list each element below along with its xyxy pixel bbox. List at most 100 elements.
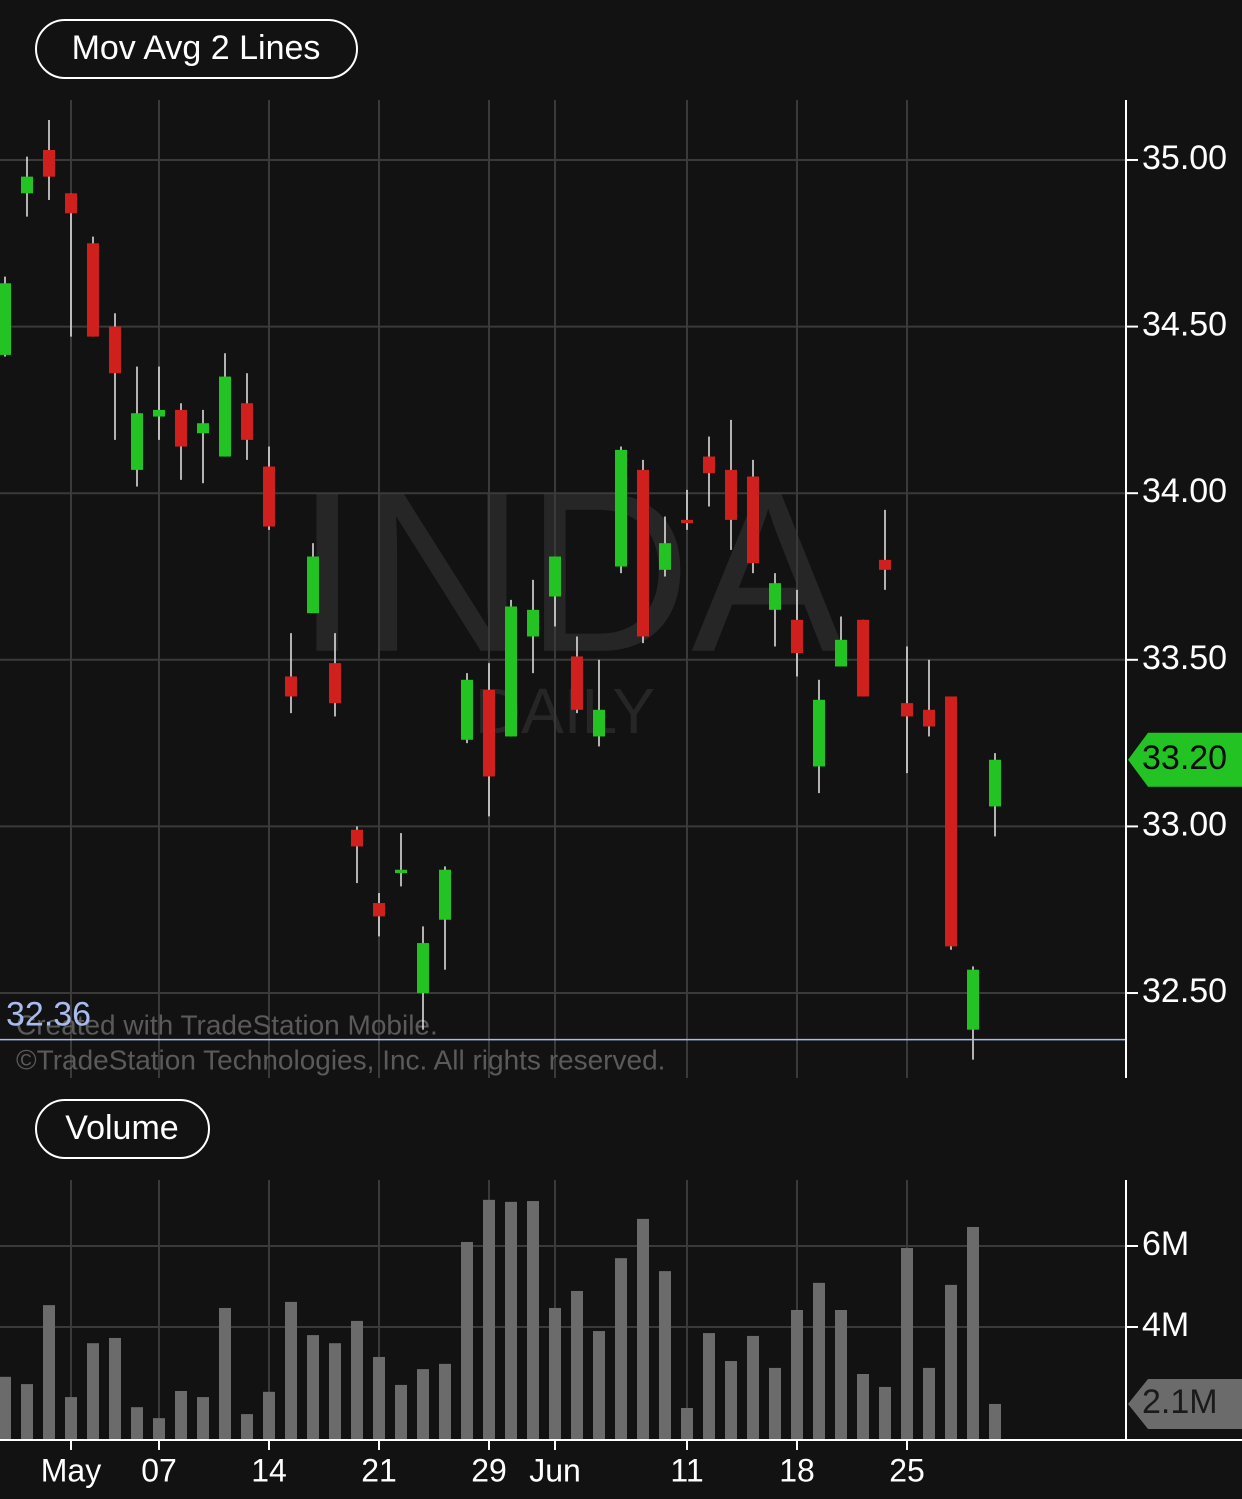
volume-bar — [65, 1397, 77, 1440]
indicator-button[interactable]: Mov Avg 2 Lines — [35, 19, 358, 79]
volume-bar — [527, 1201, 539, 1440]
button-frame[interactable] — [35, 1099, 210, 1159]
candle-body — [21, 176, 33, 194]
candle-body — [549, 556, 561, 597]
price-grid — [0, 100, 1126, 1078]
volume-bar — [153, 1418, 165, 1440]
candle-body — [857, 619, 869, 697]
volume-bar — [21, 1384, 33, 1440]
y-tick-label: 33.00 — [1142, 805, 1227, 843]
candle-body — [131, 413, 143, 470]
volume-bar — [417, 1369, 429, 1440]
volume-bar — [835, 1310, 847, 1440]
volume-bar — [505, 1201, 517, 1440]
x-tick-label: 07 — [141, 1452, 177, 1488]
volume-bar — [87, 1343, 99, 1440]
candle-body — [263, 466, 275, 527]
x-tick-label: 25 — [889, 1452, 925, 1488]
candle-body — [527, 609, 539, 637]
button-frame[interactable] — [35, 19, 358, 79]
candle-body — [43, 149, 55, 177]
x-tick-label: 21 — [361, 1452, 397, 1488]
candle-body — [329, 663, 341, 704]
candle-body — [219, 376, 231, 457]
candle-body — [659, 543, 671, 570]
candle-body — [395, 869, 407, 874]
candle-body — [791, 619, 803, 654]
candle-body — [505, 606, 517, 737]
marks: 32.36 33.20 2.1M — [0, 119, 1242, 1440]
candle-body — [351, 829, 363, 847]
candle-body — [285, 676, 297, 697]
footnote: Created with TradeStation Mobile. — [16, 1009, 438, 1040]
button-label[interactable]: Mov Avg 2 Lines — [72, 29, 321, 67]
y-tick-label: 33.50 — [1142, 639, 1227, 677]
volume-bar — [681, 1408, 693, 1440]
volume-bar — [109, 1337, 121, 1440]
candle-body — [769, 583, 781, 610]
low-line-label: 32.36 — [6, 996, 91, 1034]
candle-body — [439, 869, 451, 920]
volume-bar — [571, 1290, 583, 1440]
volume-bar — [285, 1301, 297, 1440]
last-price-label: 33.20 — [1142, 739, 1227, 777]
volume-bar — [637, 1218, 649, 1440]
candle-body — [703, 456, 715, 474]
volume-bar — [43, 1305, 55, 1440]
candle-body — [989, 759, 1001, 807]
volume-bar — [219, 1307, 231, 1440]
candle-body — [175, 409, 187, 447]
watermark-interval: DAILY — [475, 675, 655, 747]
volume-bar — [373, 1356, 385, 1440]
volume-bar — [901, 1248, 913, 1440]
volume-bar — [483, 1199, 495, 1440]
y-tick-label: 32.50 — [1142, 972, 1227, 1010]
volume-bar — [549, 1307, 561, 1440]
candle-body — [945, 696, 957, 947]
volume-bar — [791, 1310, 803, 1440]
volume-bar — [197, 1397, 209, 1440]
candle-body — [153, 409, 165, 417]
candle-body — [0, 283, 11, 355]
candle-body — [197, 423, 209, 434]
candle-body — [637, 469, 649, 637]
candle-body — [571, 656, 583, 710]
candle-body — [483, 689, 495, 777]
last-price-tag — [1128, 732, 1242, 787]
footnote: ©TradeStation Technologies, Inc. All rig… — [16, 1044, 665, 1075]
volume-bar — [307, 1335, 319, 1440]
volume-bar — [989, 1403, 1001, 1440]
button-label[interactable]: Volume — [65, 1109, 178, 1147]
candle-body — [87, 243, 99, 337]
candle-body — [835, 639, 847, 667]
candle-body — [967, 969, 979, 1030]
candle-body — [373, 903, 385, 917]
x-tick-label: 29 — [471, 1452, 507, 1488]
y-tick-label: 4M — [1142, 1306, 1189, 1344]
volume-bar — [659, 1271, 671, 1440]
volume-bar — [769, 1367, 781, 1440]
candle-body — [109, 326, 121, 374]
candle-body — [747, 476, 759, 564]
candle-body — [461, 679, 473, 740]
x-tick-label: 18 — [779, 1452, 815, 1488]
volume-bar — [703, 1333, 715, 1440]
y-tick-label: 34.00 — [1142, 472, 1227, 510]
volume-bar — [351, 1320, 363, 1440]
candle-body — [241, 403, 253, 440]
x-tick-label: May — [41, 1452, 101, 1488]
volume-bar — [329, 1343, 341, 1440]
x-tick-label: 14 — [251, 1452, 287, 1488]
volume-bar — [747, 1335, 759, 1440]
volume-bar — [241, 1414, 253, 1440]
last-volume-label: 2.1M — [1142, 1383, 1218, 1421]
candle-body — [923, 709, 935, 727]
volume-button[interactable]: Volume — [35, 1099, 210, 1159]
candle-body — [901, 703, 913, 717]
y-tick-label: 6M — [1142, 1225, 1189, 1263]
volume-bar — [395, 1384, 407, 1440]
candle-body — [725, 469, 737, 520]
